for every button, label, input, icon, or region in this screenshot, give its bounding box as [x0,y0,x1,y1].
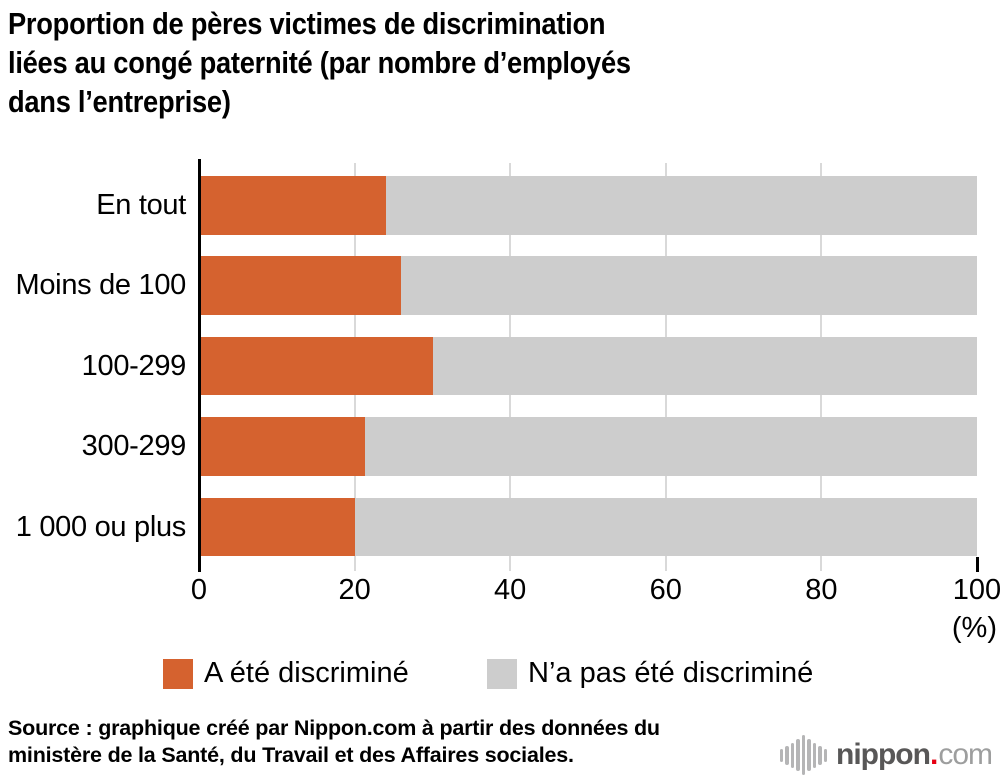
soundwave-bar [785,745,789,765]
soundwave-bar [823,748,827,762]
bar-segment-discriminated [199,176,387,235]
logo-text-nippon: nippon [836,738,931,771]
bar-segment-not-discriminated [433,336,977,396]
legend-item: A été discriminé [163,657,409,690]
legend-item: N’a pas été discriminé [487,657,813,690]
category-label: Moins de 100 [15,269,186,302]
category-label: 1 000 ou plus [15,510,187,543]
category-label: 300-299 [81,430,187,463]
chart-title-line: dans l’entreprise) [8,84,231,119]
source-note: Source : graphique créé par Nippon.com à… [8,715,660,768]
x-tick-label: 20 [338,574,371,606]
soundwave-bar [801,735,805,775]
nippon-logo: nippon.com [779,731,993,779]
nippon-logo-text: nippon.com [836,738,993,772]
legend-label: A été discriminé [204,657,409,689]
soundwave-bar [790,742,794,768]
legend-label: N’a pas été discriminé [528,657,814,689]
x-tick-label: 60 [649,574,682,606]
chart-title-line: liées au congé paternité (par nombre d’e… [8,45,631,80]
chart-title: Proportion de pères victimes de discrimi… [8,4,631,121]
soundwave-icon [779,731,827,779]
soundwave-bar [818,745,822,765]
bar-segment-not-discriminated [354,497,977,557]
bar-segment-discriminated [199,497,355,557]
x-tick-label: 40 [494,574,527,606]
legend-swatch [487,658,517,689]
x-tick-label: 100 [952,574,1000,606]
bar-segment-discriminated [199,336,434,396]
category-label: En tout [96,189,186,221]
bar-segment-not-discriminated [401,256,977,315]
x-axis-unit-label: (%) [951,612,997,644]
logo-text-dot: . [929,738,939,771]
source-line: Source : graphique créé par Nippon.com à… [8,716,660,740]
logo-text-com: com [938,738,993,771]
bar-segment-not-discriminated [386,176,977,235]
bar-segment-discriminated [199,417,366,476]
chart-title-line: Proportion de pères victimes de discrimi… [8,6,606,41]
bar-segment-discriminated [199,256,402,315]
source-line: ministère de la Santé, du Travail et des… [8,742,574,767]
y-axis-line [197,159,201,572]
soundwave-bar [779,748,783,762]
legend: A été discriminé N’a pas été discriminé [0,657,1000,690]
legend-swatch [163,658,193,689]
x-tick-label: 0 [190,574,208,606]
x-axis-end-tick [975,557,979,572]
soundwave-bar [807,739,811,771]
soundwave-bar [796,739,800,771]
bar-segment-not-discriminated [365,417,977,476]
category-label: 100-299 [81,349,187,382]
x-tick-label: 80 [805,574,838,606]
soundwave-bar [812,742,816,768]
